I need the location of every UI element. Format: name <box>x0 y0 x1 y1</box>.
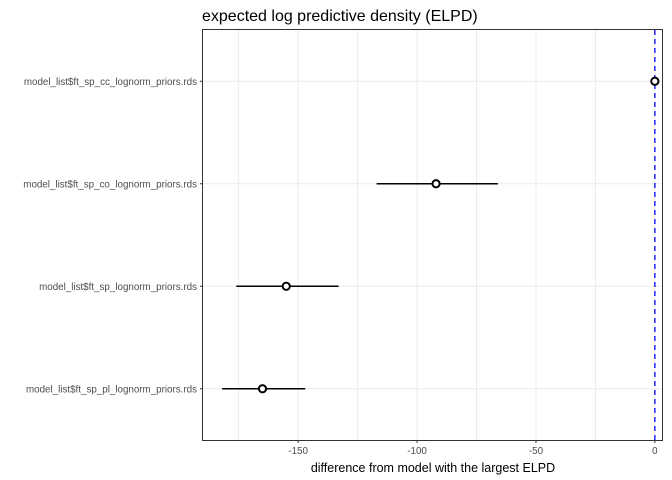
elpd-point <box>431 179 441 189</box>
x-tick-label: -100 <box>407 446 427 457</box>
x-tick-label: -50 <box>529 446 544 457</box>
chart-title: expected log predictive density (ELPD) <box>202 8 478 25</box>
y-tick-label: model_list$ft_sp_cc_lognorm_priors.rds <box>24 77 197 88</box>
y-tick-label: model_list$ft_sp_lognorm_priors.rds <box>39 282 197 293</box>
elpd-point <box>257 384 268 394</box>
point-layer <box>257 76 660 394</box>
x-axis-title: difference from model with the largest E… <box>311 461 555 475</box>
y-tick-label: model_list$ft_sp_pl_lognorm_priors.rds <box>26 384 197 395</box>
x-axis: -150 -100 -50 0 <box>288 440 658 457</box>
panel-border <box>202 29 663 441</box>
elpd-point <box>650 76 660 86</box>
y-axis: model_list$ft_sp_cc_lognorm_priors.rdsmo… <box>23 77 203 395</box>
x-tick-label: -150 <box>288 446 308 457</box>
elpd-point <box>281 281 291 291</box>
x-tick-label: 0 <box>652 446 658 457</box>
grid-lines <box>203 30 662 440</box>
y-tick-label: model_list$ft_sp_co_lognorm_priors.rds <box>23 179 197 190</box>
